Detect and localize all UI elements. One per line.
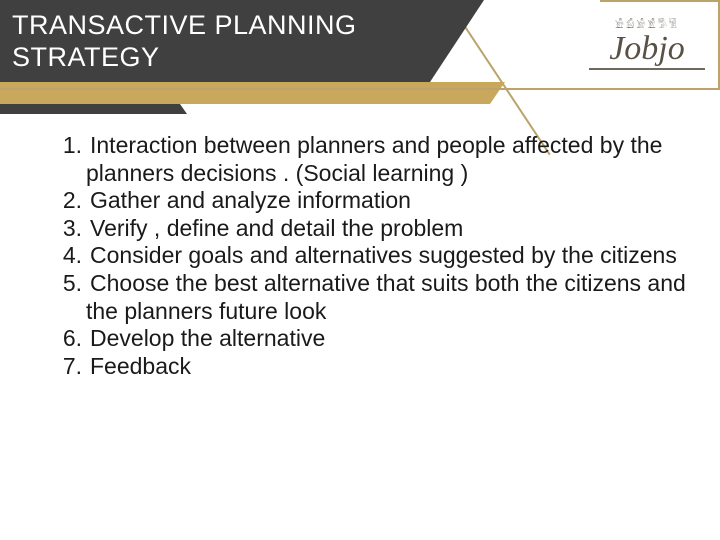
accent-band-triangle [490, 82, 505, 104]
list-item-text: Consider goals and alternatives suggeste… [90, 242, 677, 268]
list-item-text: Gather and analyze information [90, 187, 411, 213]
steps-list: Interaction between planners and people … [28, 132, 692, 380]
list-item-text: Develop the alternative [90, 325, 325, 351]
list-item-text: Feedback [90, 353, 191, 379]
list-item: Develop the alternative [28, 325, 692, 353]
logo-word-text: Jobjo [609, 30, 685, 67]
logo: 𓀀𓀁𓀂𓀃𓀄𓀅 Jobjo [582, 8, 712, 78]
list-item-text: Verify , define and detail the problem [90, 215, 463, 241]
logo-word: Jobjo [609, 32, 685, 66]
logo-underline [589, 68, 705, 70]
content-area: Interaction between planners and people … [0, 132, 720, 380]
list-item-text: Choose the best alternative that suits b… [86, 270, 686, 324]
accent-band [0, 82, 490, 104]
title-triangle [430, 0, 484, 82]
list-item: Verify , define and detail the problem [28, 215, 692, 243]
title-box: TRANSACTIVE PLANNING STRATEGY [0, 0, 430, 82]
list-item: Interaction between planners and people … [28, 132, 692, 187]
slide-title: TRANSACTIVE PLANNING STRATEGY [12, 9, 418, 74]
list-item: Feedback [28, 353, 692, 381]
outline-top [600, 0, 720, 2]
list-item-text: Interaction between planners and people … [86, 132, 662, 186]
outline-bottom [0, 88, 720, 90]
list-item: Choose the best alternative that suits b… [28, 270, 692, 325]
band-shadow [0, 104, 180, 114]
band-shadow-triangle [180, 104, 187, 114]
slide-header: TRANSACTIVE PLANNING STRATEGY 𓀀𓀁𓀂𓀃𓀄𓀅 Job… [0, 0, 720, 96]
list-item: Gather and analyze information [28, 187, 692, 215]
list-item: Consider goals and alternatives suggeste… [28, 242, 692, 270]
